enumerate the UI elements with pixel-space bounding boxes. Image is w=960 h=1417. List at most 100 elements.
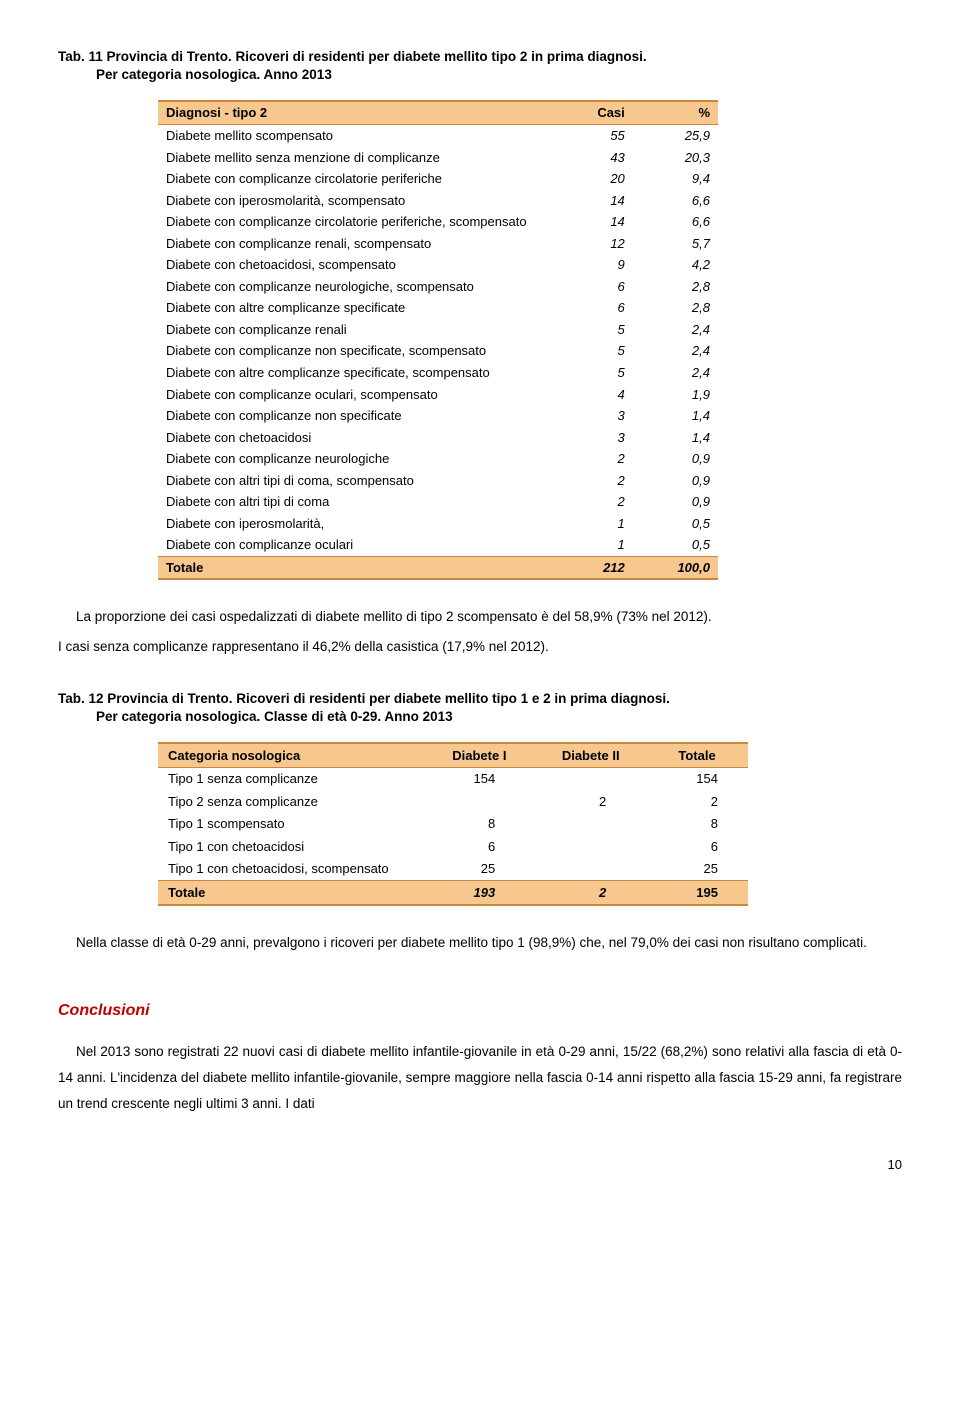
- row-pct: 0,9: [633, 491, 718, 513]
- tab12: Categoria nosologica Diabete I Diabete I…: [158, 742, 748, 906]
- table-row: Diabete con altri tipi di coma, scompens…: [158, 470, 718, 492]
- row-label: Diabete con iperosmolarità,: [158, 513, 548, 535]
- tab12-total-d2: 2: [535, 881, 646, 905]
- row-pct: 2,8: [633, 276, 718, 298]
- row-pct: 25,9: [633, 124, 718, 146]
- row-label: Diabete con altri tipi di coma, scompens…: [158, 470, 548, 492]
- row-label: Diabete con complicanze circolatorie per…: [158, 211, 548, 233]
- tab11-total-pct: 100,0: [633, 556, 718, 579]
- row-casi: 5: [548, 340, 633, 362]
- tab11-total-label: Totale: [158, 556, 548, 579]
- row-casi: 9: [548, 254, 633, 276]
- row-casi: 5: [548, 362, 633, 384]
- row-label: Diabete con altri tipi di coma: [158, 491, 548, 513]
- table-row: Tipo 1 scompensato88: [158, 813, 748, 836]
- table-row: Diabete con complicanze non specificate,…: [158, 340, 718, 362]
- row-label: Diabete con chetoacidosi: [158, 427, 548, 449]
- row-d1: [423, 790, 535, 813]
- table-row: Tipo 2 senza complicanze22: [158, 790, 748, 813]
- tab12-header: Categoria nosologica Diabete I Diabete I…: [158, 743, 748, 767]
- table-row: Diabete con altri tipi di coma20,9: [158, 491, 718, 513]
- row-label: Diabete con complicanze renali, scompens…: [158, 233, 548, 255]
- row-label: Diabete con complicanze neurologiche: [158, 448, 548, 470]
- row-tot: 2: [646, 790, 748, 813]
- page-number: 10: [58, 1156, 902, 1174]
- row-label: Diabete mellito scompensato: [158, 124, 548, 146]
- row-pct: 5,7: [633, 233, 718, 255]
- row-casi: 6: [548, 297, 633, 319]
- tab11-title: Tab. 11 Provincia di Trento. Ricoveri di…: [58, 48, 902, 84]
- row-label: Diabete con altre complicanze specificat…: [158, 297, 548, 319]
- tab12-col2: Diabete I: [423, 743, 535, 767]
- tab11-title-line1: Tab. 11 Provincia di Trento. Ricoveri di…: [58, 48, 902, 66]
- row-pct: 2,4: [633, 319, 718, 341]
- row-casi: 14: [548, 190, 633, 212]
- table-row: Diabete con chetoacidosi31,4: [158, 427, 718, 449]
- row-pct: 2,8: [633, 297, 718, 319]
- row-d1: 154: [423, 767, 535, 790]
- row-d1: 6: [423, 835, 535, 858]
- row-casi: 6: [548, 276, 633, 298]
- tab12-title: Tab. 12 Provincia di Trento. Ricoveri di…: [58, 690, 902, 726]
- table-row: Diabete con altre complicanze specificat…: [158, 297, 718, 319]
- para3: Nella classe di età 0-29 anni, prevalgon…: [58, 930, 902, 956]
- row-pct: 9,4: [633, 168, 718, 190]
- tab12-col1: Categoria nosologica: [158, 743, 423, 767]
- table-row: Diabete mellito senza menzione di compli…: [158, 147, 718, 169]
- table-row: Diabete con chetoacidosi, scompensato94,…: [158, 254, 718, 276]
- row-pct: 1,9: [633, 384, 718, 406]
- row-casi: 43: [548, 147, 633, 169]
- row-label: Diabete con iperosmolarità, scompensato: [158, 190, 548, 212]
- para4: Nel 2013 sono registrati 22 nuovi casi d…: [58, 1039, 902, 1116]
- para1: La proporzione dei casi ospedalizzati di…: [58, 604, 902, 630]
- row-tot: 8: [646, 813, 748, 836]
- row-d2: 2: [535, 790, 646, 813]
- para2: I casi senza complicanze rappresentano i…: [58, 634, 902, 660]
- row-d2: [535, 813, 646, 836]
- tab11-total-casi: 212: [548, 556, 633, 579]
- table-row: Diabete con altre complicanze specificat…: [158, 362, 718, 384]
- table-row: Diabete mellito scompensato5525,9: [158, 124, 718, 146]
- row-casi: 5: [548, 319, 633, 341]
- row-label: Tipo 1 con chetoacidosi, scompensato: [158, 858, 423, 881]
- tab12-col3: Diabete II: [535, 743, 646, 767]
- row-label: Diabete con chetoacidosi, scompensato: [158, 254, 548, 276]
- row-casi: 20: [548, 168, 633, 190]
- tab12-title-line2: Per categoria nosologica. Classe di età …: [58, 708, 902, 726]
- row-d1: 25: [423, 858, 535, 881]
- tab11-header: Diagnosi - tipo 2 Casi %: [158, 101, 718, 124]
- table-row: Tipo 1 con chetoacidosi, scompensato2525: [158, 858, 748, 881]
- tab11-title-line2: Per categoria nosologica. Anno 2013: [58, 66, 902, 84]
- table-row: Diabete con complicanze circolatorie per…: [158, 168, 718, 190]
- table-row: Diabete con complicanze neurologiche20,9: [158, 448, 718, 470]
- row-label: Tipo 1 con chetoacidosi: [158, 835, 423, 858]
- tab11-total: Totale 212 100,0: [158, 556, 718, 579]
- row-label: Diabete con complicanze non specificate: [158, 405, 548, 427]
- tab11-col3: %: [633, 101, 718, 124]
- row-casi: 1: [548, 534, 633, 556]
- tab11: Diagnosi - tipo 2 Casi % Diabete mellito…: [158, 100, 718, 580]
- row-label: Diabete con complicanze non specificate,…: [158, 340, 548, 362]
- table-row: Diabete con iperosmolarità, scompensato1…: [158, 190, 718, 212]
- row-casi: 1: [548, 513, 633, 535]
- tab11-col2: Casi: [548, 101, 633, 124]
- row-d1: 8: [423, 813, 535, 836]
- row-d2: [535, 767, 646, 790]
- table-row: Diabete con complicanze renali, scompens…: [158, 233, 718, 255]
- row-pct: 1,4: [633, 427, 718, 449]
- row-label: Diabete con complicanze oculari: [158, 534, 548, 556]
- row-label: Diabete con complicanze renali: [158, 319, 548, 341]
- tab12-col4: Totale: [646, 743, 748, 767]
- row-d2: [535, 858, 646, 881]
- table-row: Diabete con complicanze oculari10,5: [158, 534, 718, 556]
- row-pct: 20,3: [633, 147, 718, 169]
- row-casi: 4: [548, 384, 633, 406]
- row-casi: 3: [548, 427, 633, 449]
- conclusioni-heading: Conclusioni: [58, 1000, 902, 1022]
- row-pct: 0,9: [633, 470, 718, 492]
- row-pct: 2,4: [633, 340, 718, 362]
- table-row: Diabete con iperosmolarità,10,5: [158, 513, 718, 535]
- row-tot: 154: [646, 767, 748, 790]
- row-label: Tipo 1 senza complicanze: [158, 767, 423, 790]
- row-casi: 2: [548, 470, 633, 492]
